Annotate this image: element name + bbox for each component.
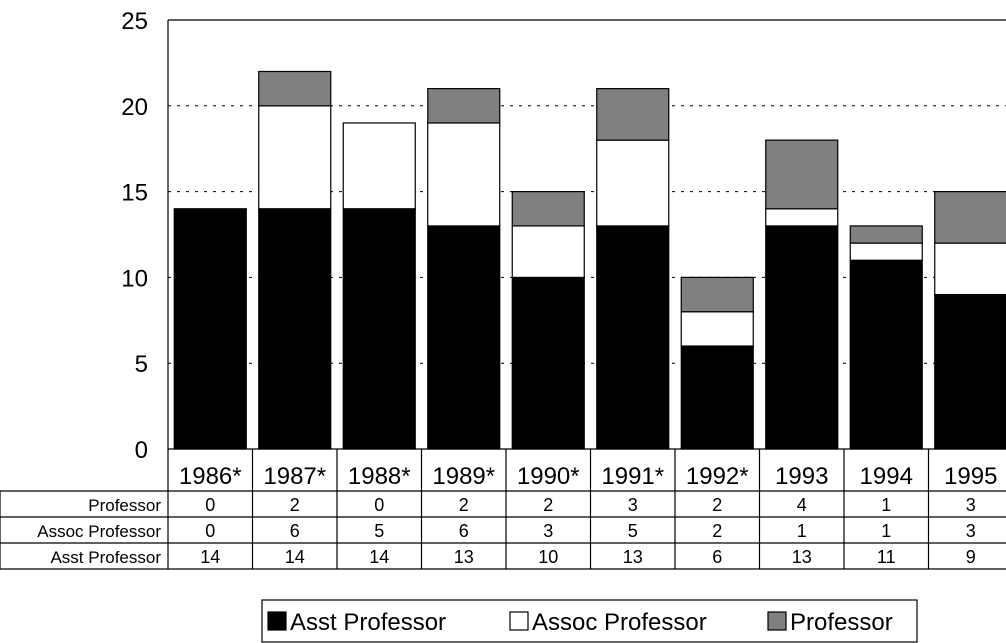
x-tick-label: 1992* — [686, 463, 749, 490]
x-tick-label: 1989* — [432, 463, 495, 490]
x-tick-label: 1987* — [263, 463, 326, 490]
bar-segment — [596, 139, 670, 227]
table-row-label: Professor — [88, 496, 161, 515]
bar-segment — [934, 242, 1006, 296]
bar-segment — [427, 122, 501, 227]
y-tick-label: 5 — [135, 351, 148, 378]
bars — [173, 70, 1006, 450]
bar-segment — [342, 208, 416, 450]
bar-segment — [934, 191, 1006, 244]
legend-box — [261, 599, 918, 643]
legend-swatch — [509, 611, 529, 631]
bar-segment — [680, 311, 754, 347]
table-cell: 0 — [205, 521, 215, 541]
x-tick-label: 1990* — [517, 463, 580, 490]
table-cell: 9 — [966, 547, 976, 567]
y-tick-label: 25 — [121, 8, 148, 35]
bar-segment — [934, 293, 1006, 450]
x-tick-label: 1991* — [601, 463, 664, 490]
axes — [167, 19, 1006, 450]
bar-segment — [849, 242, 923, 261]
table-cell: 4 — [797, 495, 807, 515]
bar-segment — [427, 88, 501, 124]
table-cell: 1 — [881, 521, 891, 541]
table-cell: 2 — [290, 495, 300, 515]
table-row-label: Assoc Professor — [37, 522, 161, 541]
table-cell: 0 — [374, 495, 384, 515]
table-cell: 6 — [712, 547, 722, 567]
legend-label: Assoc Professor — [532, 609, 707, 636]
bar-segment — [511, 191, 585, 227]
bar-segment — [596, 88, 670, 141]
bar-segment — [849, 259, 923, 450]
legend-swatch — [767, 611, 787, 631]
x-tick-label: 1994 — [860, 463, 913, 490]
table-cell: 13 — [623, 547, 643, 567]
table-cell: 2 — [459, 495, 469, 515]
bar-segment — [258, 208, 332, 450]
table-cell: 2 — [712, 521, 722, 541]
x-tick-label: 1995 — [944, 463, 997, 490]
table-cell: 1 — [881, 495, 891, 515]
table-cell: 3 — [966, 495, 976, 515]
table-row-label: Asst Professor — [50, 548, 161, 567]
legend-label: Asst Professor — [290, 609, 446, 636]
table-cell: 1 — [797, 521, 807, 541]
table-cell: 11 — [877, 547, 896, 567]
x-tick-labels: 1986* 1987* 1988* 1989* 1990* 1991* 1992* 1993 1… — [167, 449, 997, 491]
table-cell: 10 — [538, 547, 558, 567]
table-cell: 13 — [454, 547, 474, 567]
bar-segment — [849, 225, 923, 244]
table-cell: 6 — [290, 521, 300, 541]
bar-segment — [765, 139, 839, 210]
bar-segment — [511, 276, 585, 450]
bar-segment — [680, 345, 754, 450]
table-cell: 14 — [200, 547, 220, 567]
legend-swatch — [267, 611, 287, 631]
y-tick-label: 10 — [121, 265, 148, 292]
bar-segment — [427, 225, 501, 450]
bar-segment — [511, 225, 585, 278]
table-cell: 2 — [543, 495, 553, 515]
bar-segment — [342, 122, 416, 210]
y-tick-labels: 0 5 10 15 20 25 — [121, 8, 148, 464]
table-cell: 5 — [374, 521, 384, 541]
bar-segment — [258, 70, 332, 107]
bar-segment — [258, 105, 332, 210]
table-cell: 3 — [543, 521, 553, 541]
legend: Asst Professor Assoc Professor Professor — [261, 599, 918, 643]
table-cell: 5 — [628, 521, 638, 541]
x-tick-label: 1986* — [179, 463, 242, 490]
table-cell: 6 — [459, 521, 469, 541]
bar-segment — [680, 276, 754, 313]
table-cell: 2 — [712, 495, 722, 515]
y-tick-label: 0 — [135, 437, 148, 464]
table-cell: 14 — [285, 547, 305, 567]
legend-label: Professor — [790, 609, 893, 636]
bar-segment — [596, 225, 670, 450]
table-cell: 3 — [628, 495, 638, 515]
table-cell: 14 — [369, 547, 389, 567]
y-tick-label: 20 — [121, 94, 148, 121]
x-tick-label: 1993 — [775, 463, 828, 490]
x-tick-label: 1988* — [348, 463, 411, 490]
y-tick-label: 15 — [121, 180, 148, 207]
bar-segment — [765, 208, 839, 227]
bar-segment — [765, 225, 839, 450]
table-cell: 3 — [966, 521, 976, 541]
bar-segment — [173, 208, 247, 450]
table-cell: 13 — [792, 547, 812, 567]
table-cell: 0 — [205, 495, 215, 515]
